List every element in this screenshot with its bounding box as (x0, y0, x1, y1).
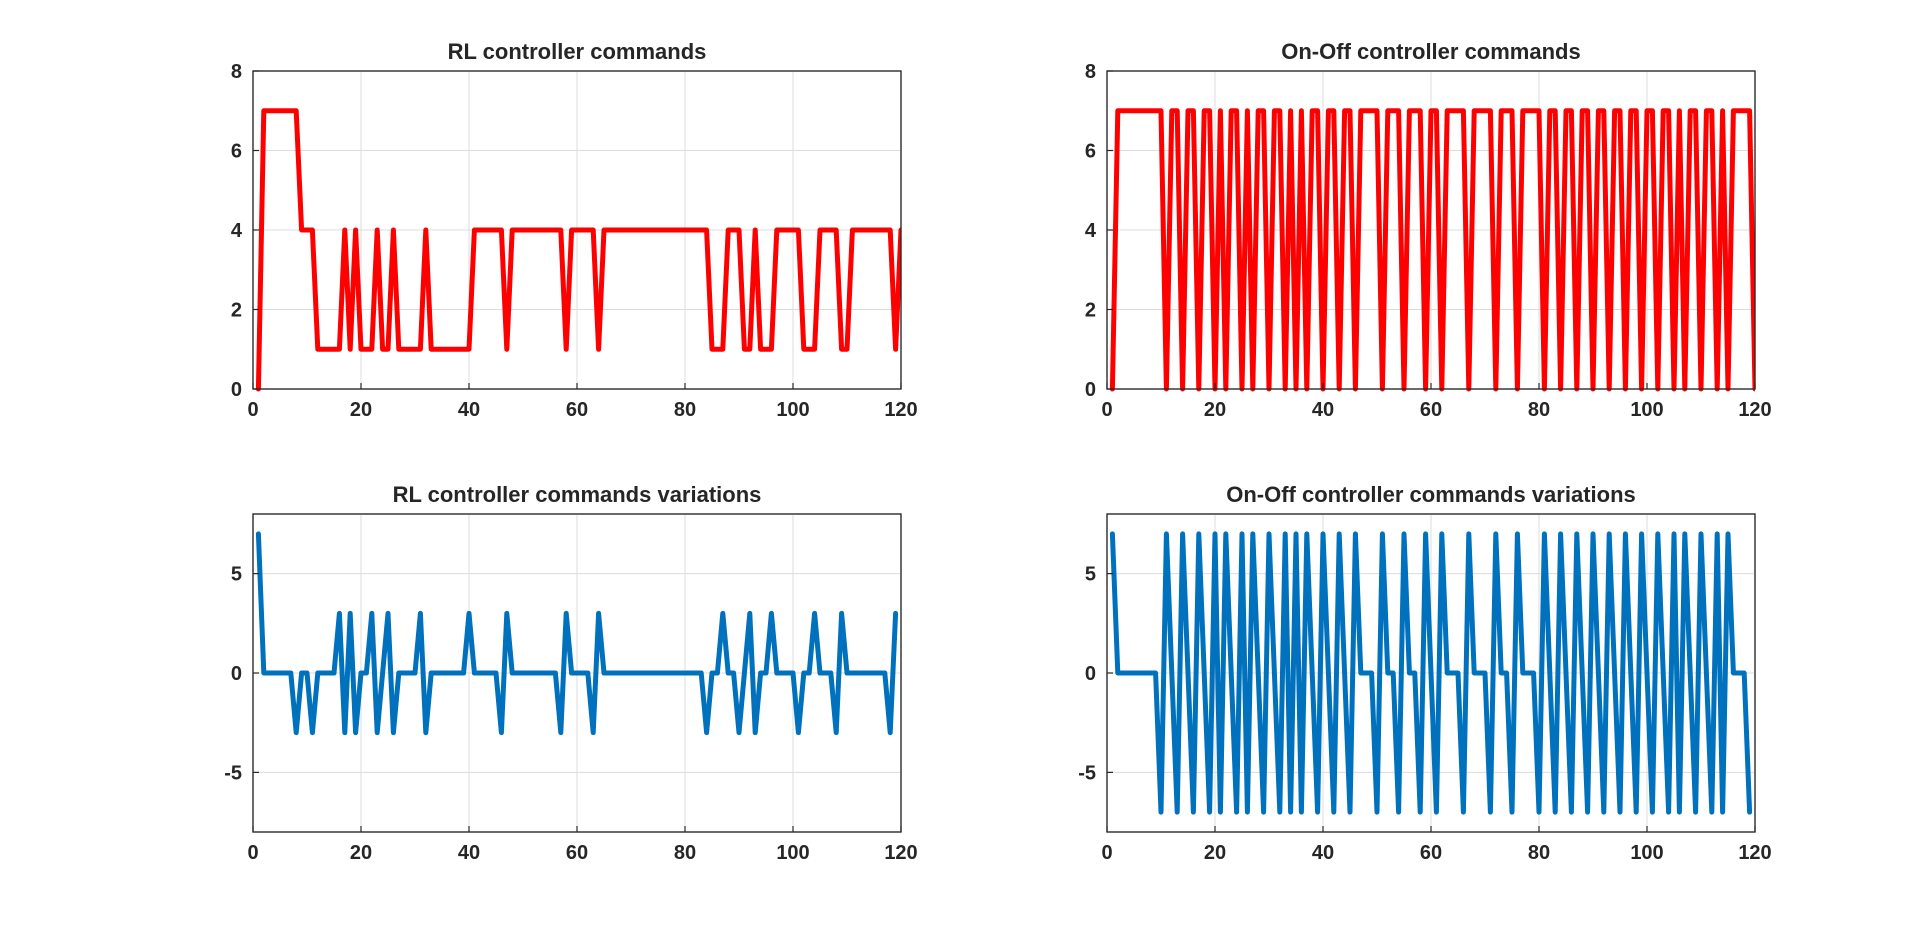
y-tick-label: -5 (224, 762, 242, 784)
y-tick-label: 0 (1085, 379, 1096, 401)
y-tick-label: 5 (231, 564, 242, 586)
x-tick-label: 20 (350, 399, 372, 421)
chart-title: RL controller commands (448, 39, 707, 64)
y-tick-label: 0 (231, 379, 242, 401)
x-tick-label: 20 (350, 842, 372, 864)
x-tick-label: 120 (1738, 399, 1771, 421)
x-tick-label: 40 (458, 399, 480, 421)
x-tick-label: 100 (776, 399, 809, 421)
x-tick-label: 120 (884, 399, 917, 421)
chart-rl-variations: 0 20 40 60 80 100 120 -5 0 5 RL controller command… (224, 482, 917, 864)
x-tick-label: 40 (1312, 842, 1334, 864)
chart-title: On-Off controller commands variations (1226, 482, 1636, 507)
x-tick-label: 60 (566, 399, 588, 421)
x-tick-label: 120 (884, 842, 917, 864)
y-tick-label: 0 (231, 663, 242, 685)
x-tick-label: 60 (1420, 399, 1442, 421)
plot-area: 0 20 40 60 80 100 120 -5 0 5 (224, 513, 918, 864)
x-tick-label: 80 (1528, 399, 1550, 421)
chart-onoff-commands: 0 20 40 60 80 100 120 0 2 4 6 8 On-Off controller co… (1085, 39, 1772, 421)
x-tick-label: 0 (247, 842, 258, 864)
x-tick-label: 120 (1738, 842, 1771, 864)
y-tick-label: 2 (231, 300, 242, 322)
plot-area: 0 20 40 60 80 100 120 0 2 4 6 8 (231, 61, 918, 421)
x-tick-label: 0 (1101, 842, 1112, 864)
x-tick-label: 100 (1630, 842, 1663, 864)
chart-onoff-variations: 0 20 40 60 80 100 120 -5 0 5 On-Off controller com… (1078, 482, 1771, 864)
y-tick-label: 5 (1085, 564, 1096, 586)
y-tick-label: 8 (1085, 61, 1096, 83)
y-tick-label: 4 (1085, 220, 1097, 242)
plot-area: 0 20 40 60 80 100 120 0 2 4 6 8 (1085, 61, 1772, 421)
x-tick-label: 40 (1312, 399, 1334, 421)
x-tick-label: 80 (1528, 842, 1550, 864)
x-tick-label: 60 (1420, 842, 1442, 864)
series-line (255, 108, 901, 392)
x-tick-label: 20 (1204, 399, 1226, 421)
y-tick-label: -5 (1078, 762, 1096, 784)
x-tick-label: 80 (674, 399, 696, 421)
y-tick-label: 6 (231, 141, 242, 163)
x-tick-label: 20 (1204, 842, 1226, 864)
x-tick-label: 80 (674, 842, 696, 864)
series-line (255, 531, 899, 736)
plot-area: 0 20 40 60 80 100 120 -5 0 5 (1078, 513, 1772, 864)
x-tick-label: 100 (1630, 399, 1663, 421)
y-tick-label: 6 (1085, 141, 1096, 163)
series-line (1109, 108, 1755, 392)
chart-title: RL controller commands variations (393, 482, 762, 507)
y-tick-label: 4 (231, 220, 243, 242)
x-tick-label: 100 (776, 842, 809, 864)
series-line (1109, 531, 1753, 815)
x-tick-label: 0 (247, 399, 258, 421)
y-tick-label: 0 (1085, 663, 1096, 685)
x-tick-label: 40 (458, 842, 480, 864)
chart-title: On-Off controller commands (1281, 39, 1580, 64)
y-tick-label: 8 (231, 61, 242, 83)
chart-rl-commands: 0 20 40 60 80 100 120 0 2 4 6 8 RL controller comman… (231, 39, 918, 421)
y-tick-label: 2 (1085, 300, 1096, 322)
x-tick-label: 60 (566, 842, 588, 864)
x-tick-label: 0 (1101, 399, 1112, 421)
